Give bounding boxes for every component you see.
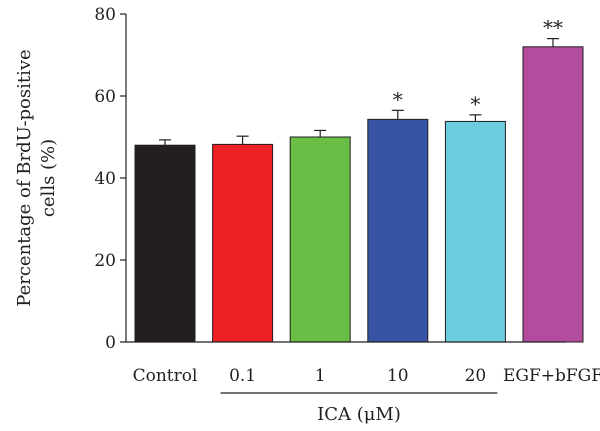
y-tick-label-1: 20 [94,251,116,271]
y-tick-label-0: 0 [105,333,116,353]
x-tick-label-5: EGF+bFGF [503,366,600,386]
group-label: ICA (μM) [317,404,401,425]
bar-2 [289,136,351,343]
bar-5 [522,46,584,343]
bar-4 [444,120,506,343]
y-tick-label-3: 60 [94,87,116,107]
plot-area: * *** [134,16,584,343]
y-axis-ticks: 0 20 40 60 80 [94,5,126,353]
bar-1 [212,143,274,343]
y-axis-label-line-2: cells (%) [38,139,59,217]
significance-marker-5: ** [543,16,563,40]
x-tick-label-2: 1 [315,366,326,386]
bar-0 [134,144,196,343]
x-tick-label-0: Control [133,366,198,386]
y-axis-label-line-1: Percentage of BrdU-positive [14,49,35,306]
significance-marker-4: * [470,92,480,116]
bar-3 [367,118,429,343]
significance-marker-3: * [393,87,403,111]
y-tick-label-4: 80 [94,5,116,25]
y-tick-label-2: 40 [94,169,116,189]
x-tick-label-1: 0.1 [229,366,256,386]
y-axis-label: Percentage of BrdU-positive cells (%) [14,49,59,306]
x-tick-label-3: 10 [387,366,409,386]
x-axis-tick-labels: Control 0.1 1 10 20 EGF+bFGF [133,366,600,386]
x-tick-label-4: 20 [465,366,487,386]
